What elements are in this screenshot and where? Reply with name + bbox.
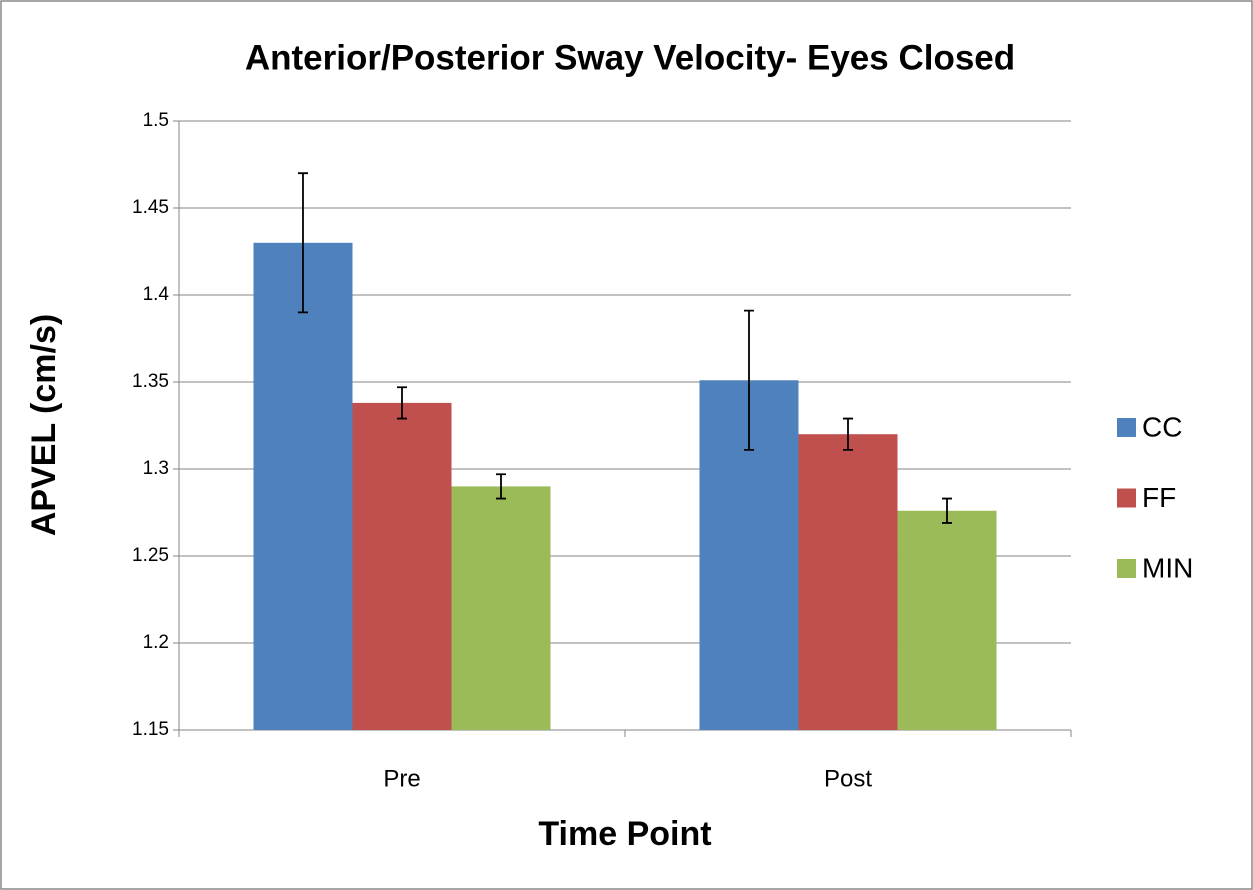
y-axis-title: APVEL (cm/s): [25, 314, 63, 536]
legend-swatch: [1117, 559, 1136, 578]
error-bar: [297, 172, 308, 314]
bar: [352, 402, 452, 730]
error-bar: [743, 309, 754, 451]
chart-title: Anterior/Posterior Sway Velocity- Eyes C…: [245, 38, 1015, 77]
bar: [253, 242, 353, 731]
x-tick-label: Post: [824, 765, 872, 792]
y-tick-label: 1.2: [143, 632, 169, 653]
y-tick-label: 1.25: [132, 545, 169, 566]
y-tick-label: 1.3: [143, 458, 169, 479]
error-bar: [496, 473, 507, 500]
bar: [897, 510, 997, 730]
x-axis-title: Time Point: [538, 815, 711, 853]
y-tick-label: 1.4: [143, 284, 170, 305]
x-tick-label: Pre: [383, 765, 420, 792]
error-bar: [397, 386, 407, 420]
error-bar: [843, 417, 853, 451]
bar: [798, 434, 898, 730]
bar: [451, 486, 551, 730]
y-tick-label: 1.45: [132, 197, 169, 218]
legend-label: CC: [1142, 411, 1182, 442]
error-bar: [942, 497, 953, 524]
legend-label: MIN: [1142, 552, 1193, 583]
legend-swatch: [1117, 418, 1136, 437]
y-tick-label: 1.5: [143, 110, 169, 131]
legend-label: FF: [1142, 482, 1176, 513]
y-tick-label: 1.35: [132, 371, 169, 392]
legend-swatch: [1117, 488, 1136, 508]
y-tick-label: 1.15: [132, 719, 169, 740]
